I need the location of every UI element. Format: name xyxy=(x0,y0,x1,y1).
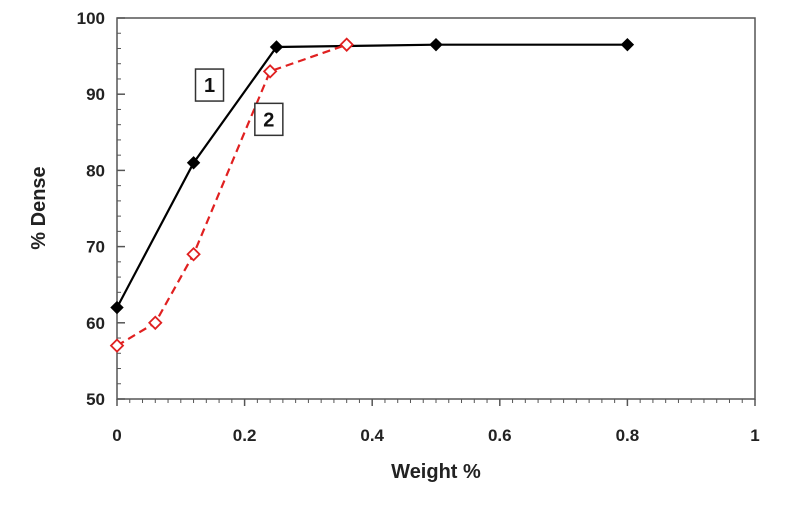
data-point xyxy=(110,300,124,315)
y-axis-ticks: 50 60 70 80 90 100 xyxy=(77,9,125,409)
series-2-line xyxy=(116,43,348,347)
x-minor-ticks xyxy=(129,399,743,403)
y-tick-label: 70 xyxy=(86,238,105,257)
series-layer xyxy=(109,37,635,353)
x-axis-ticks: 0 0.2 0.4 0.6 0.8 1 xyxy=(112,399,760,445)
data-point xyxy=(269,40,284,54)
y-tick-label: 60 xyxy=(86,314,105,333)
x-tick-label: 0 xyxy=(112,426,121,445)
series-tag-frame xyxy=(254,102,284,137)
data-point xyxy=(620,37,635,52)
y-tick-label: 50 xyxy=(86,390,105,409)
series-tag-label: 2 xyxy=(263,109,274,131)
series-2 xyxy=(109,37,354,353)
data-point xyxy=(339,37,354,52)
data-point xyxy=(109,338,125,353)
series-tag-label: 1 xyxy=(204,75,215,97)
x-tick-label: 1 xyxy=(750,426,759,445)
data-point xyxy=(262,64,278,79)
x-tick-label: 0.2 xyxy=(233,426,257,445)
annotation-layer: 12 xyxy=(194,68,284,137)
series-tag-frame xyxy=(194,68,225,102)
series-tag-box: 2 xyxy=(254,102,284,137)
x-tick-label: 0.4 xyxy=(360,426,384,445)
series-tag-box: 1 xyxy=(194,68,225,102)
data-point xyxy=(186,156,201,170)
data-point xyxy=(186,246,201,262)
series-1 xyxy=(110,37,635,315)
y-tick-label: 100 xyxy=(77,9,105,28)
x-tick-label: 0.8 xyxy=(616,426,640,445)
series-1-line xyxy=(116,43,628,309)
x-axis-title: Weight % xyxy=(391,461,481,483)
data-point xyxy=(148,315,163,331)
data-point xyxy=(429,37,443,52)
x-tick-label: 0.6 xyxy=(488,426,512,445)
y-tick-label: 90 xyxy=(86,85,105,104)
y-tick-label: 80 xyxy=(86,161,105,180)
y-axis-title: % Dense xyxy=(28,166,50,249)
